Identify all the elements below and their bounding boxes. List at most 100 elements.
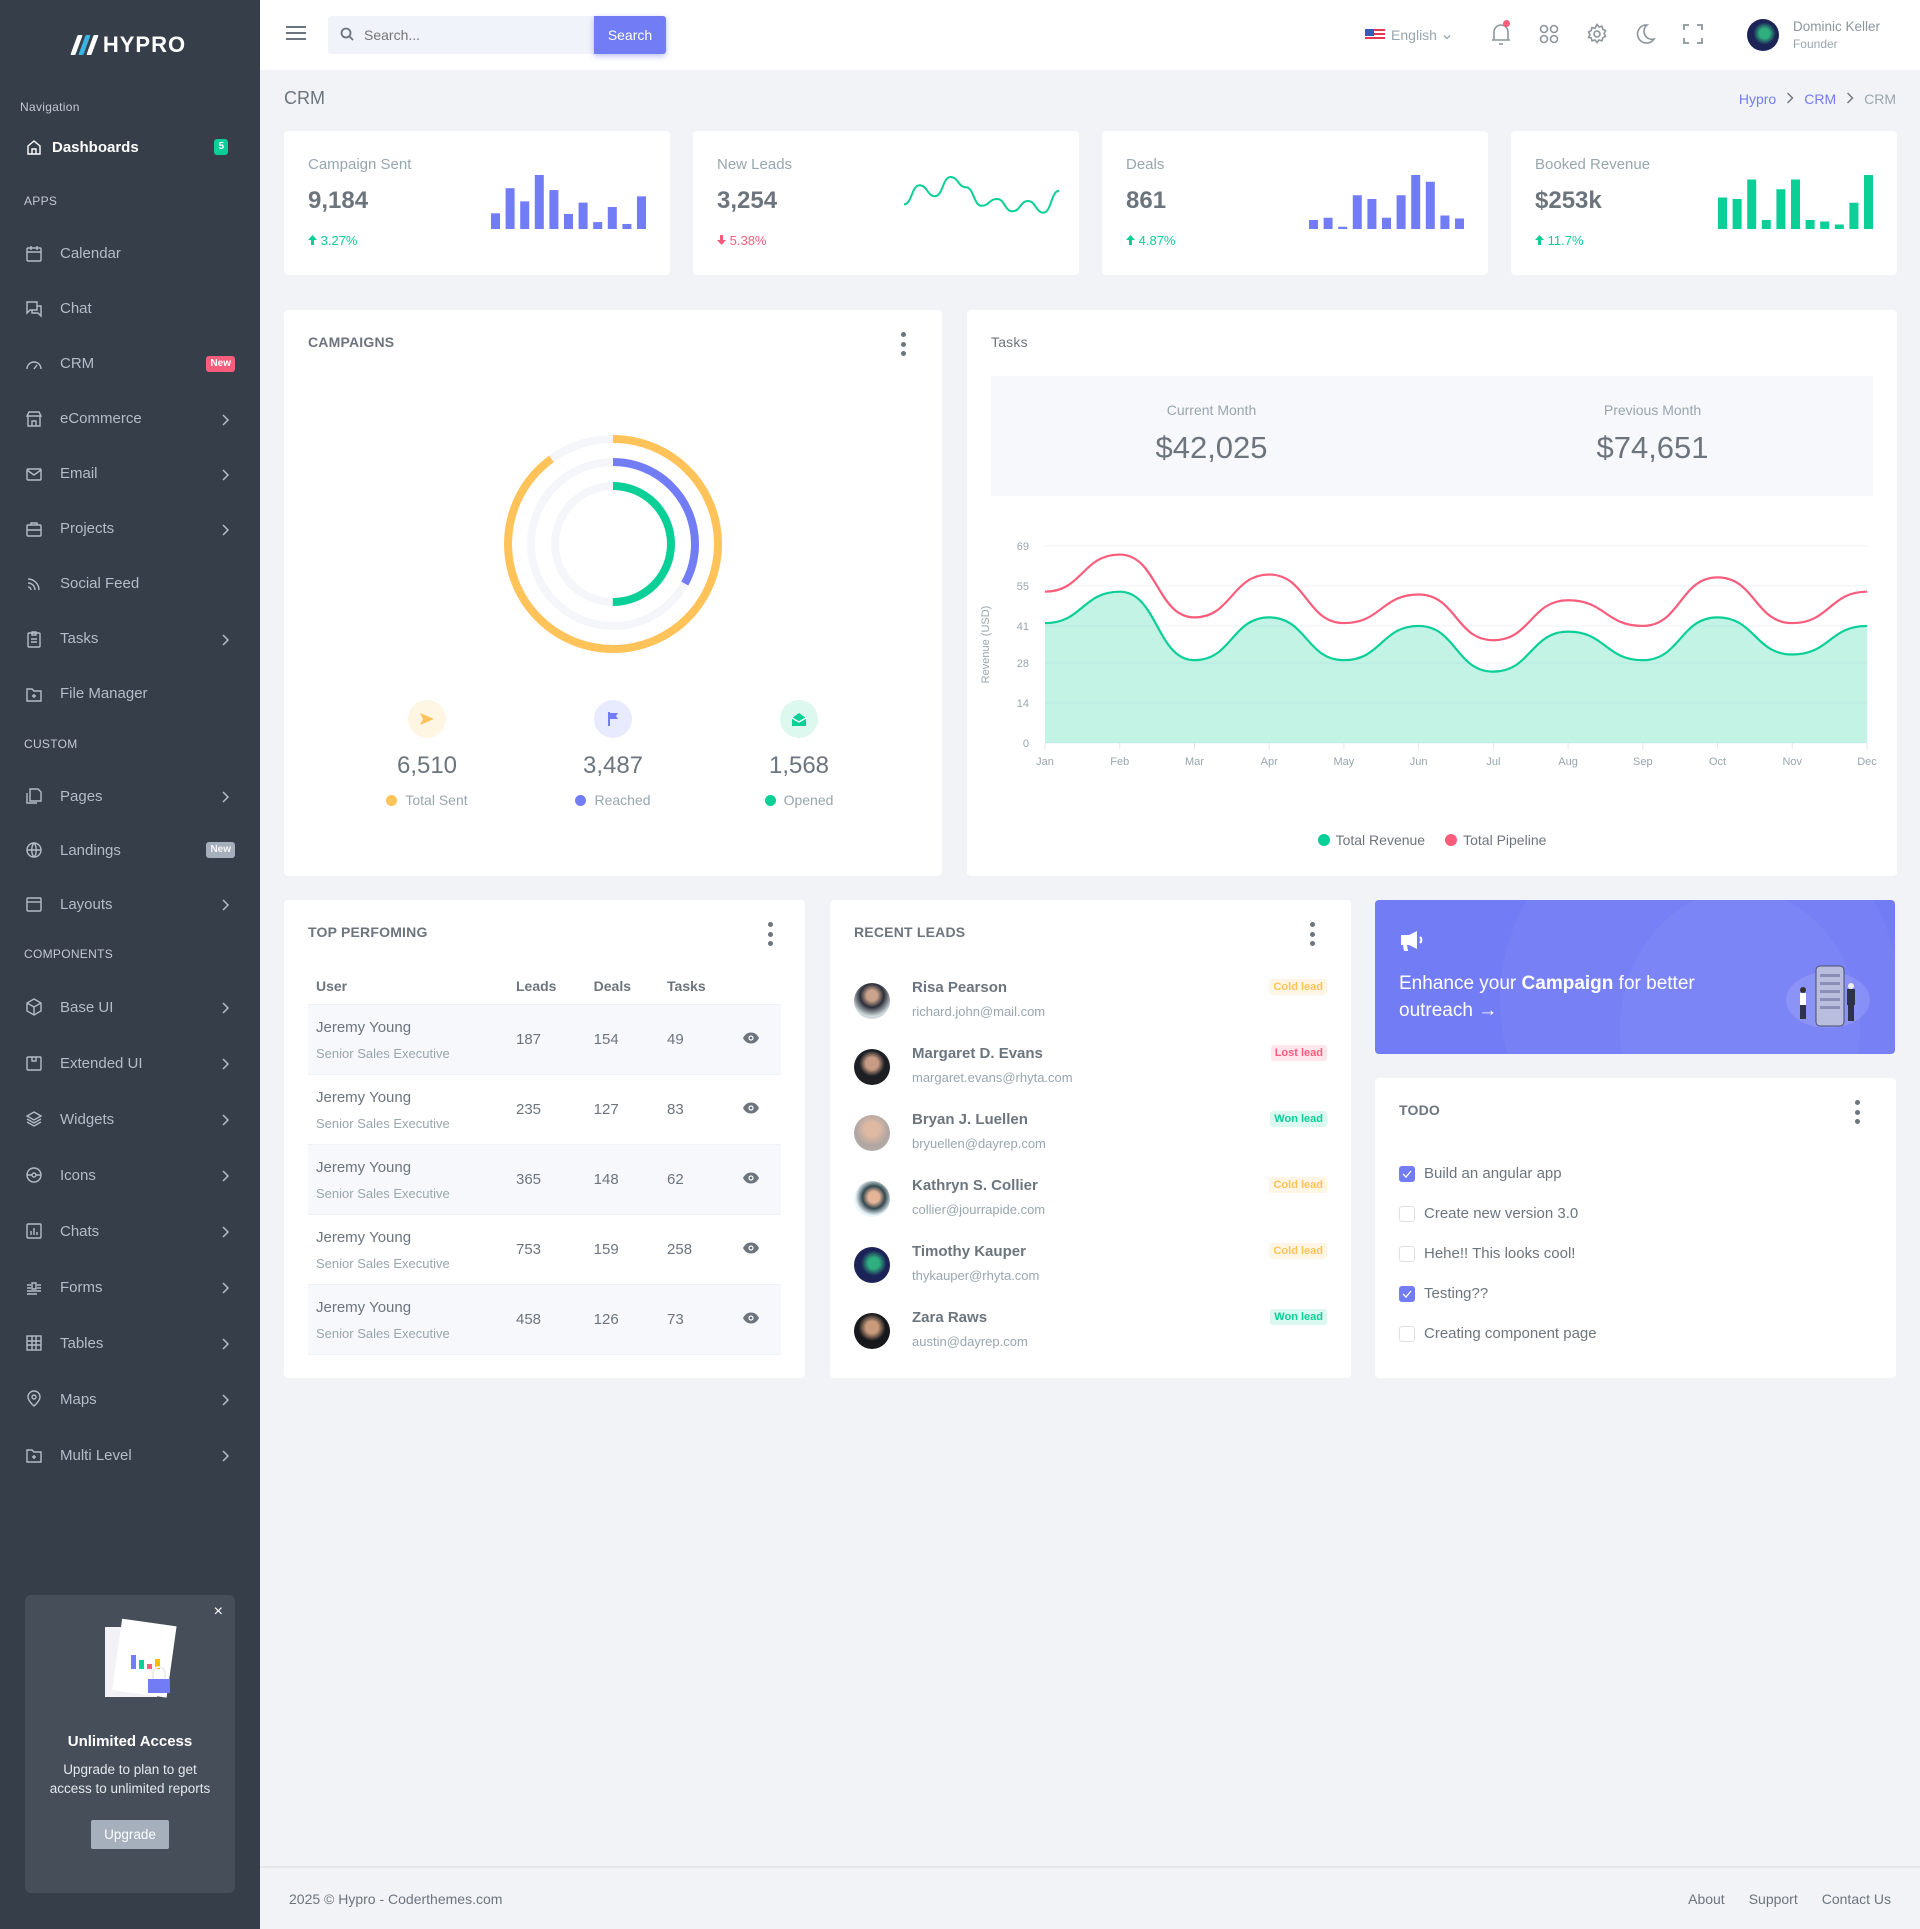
stat-change: 4.87% xyxy=(1126,233,1176,248)
fullscreen-icon xyxy=(1683,23,1703,47)
todo-item[interactable]: Build an angular app xyxy=(1399,1165,1562,1182)
more-options-icon[interactable] xyxy=(1309,922,1315,946)
sidebar-item-label: Maps xyxy=(60,1390,97,1408)
todo-label: Build an angular app xyxy=(1424,1165,1562,1182)
todo-checkbox[interactable] xyxy=(1399,1205,1415,1222)
todo-checkbox[interactable] xyxy=(1399,1325,1415,1342)
campaign-promo-banner[interactable]: Enhance your Campaign for better outreac… xyxy=(1375,900,1895,1054)
sidebar-section-title: APPS xyxy=(24,194,58,208)
search-box: Search xyxy=(328,16,666,54)
more-options-icon[interactable] xyxy=(1854,1100,1860,1124)
todo-checkbox[interactable] xyxy=(1399,1245,1415,1262)
lead-item[interactable]: Bryan J. Luellen bryuellen@dayrep.com Won … xyxy=(854,1111,1327,1161)
lead-item[interactable]: Kathryn S. Collier collier@jourrapide.com… xyxy=(854,1177,1327,1227)
close-icon[interactable]: × xyxy=(213,1603,223,1620)
sidebar-item-dashboards[interactable]: Dashboards 5 xyxy=(0,122,260,172)
search-input[interactable] xyxy=(364,27,648,43)
more-options-icon[interactable] xyxy=(900,332,906,356)
stat-value: $253k xyxy=(1535,187,1602,214)
lead-item[interactable]: Zara Raws austin@dayrep.com Won lead xyxy=(854,1309,1327,1359)
chevron-right-icon xyxy=(220,1002,230,1014)
sidebar-item-calendar[interactable]: Calendar xyxy=(0,226,260,281)
todo-checkbox[interactable] xyxy=(1399,1165,1415,1182)
sidebar-item-ecommerce[interactable]: eCommerce xyxy=(0,391,260,446)
sidebar-item-chats[interactable]: Chats xyxy=(0,1203,260,1259)
count-badge: 5 xyxy=(214,139,228,155)
view-action[interactable] xyxy=(734,1144,781,1215)
lead-status-badge: Cold lead xyxy=(1269,1177,1327,1193)
sidebar-item-chat[interactable]: Chat xyxy=(0,281,260,336)
reports-illustration-icon xyxy=(105,1618,177,1698)
breadcrumb-crm[interactable]: CRM xyxy=(1804,91,1837,107)
sidebar-item-label: Pages xyxy=(60,787,103,805)
user-name: Dominic Keller xyxy=(1792,18,1880,34)
sidebar-item-label: File Manager xyxy=(60,685,148,702)
sidebar-item-tables[interactable]: Tables xyxy=(0,1315,260,1371)
sidebar-item-file-manager[interactable]: File Manager xyxy=(0,666,260,721)
search-button[interactable]: Search xyxy=(594,16,666,54)
view-action[interactable] xyxy=(734,1074,781,1145)
sidebar-item-maps[interactable]: Maps xyxy=(0,1371,260,1427)
view-action[interactable] xyxy=(734,1214,781,1285)
sidebar-item-forms[interactable]: Forms xyxy=(0,1259,260,1315)
sidebar-item-extended-ui[interactable]: Extended UI xyxy=(0,1035,260,1091)
brand-logo[interactable]: HYPRO xyxy=(0,0,260,90)
todo-item[interactable]: Creating component page xyxy=(1399,1325,1597,1342)
sidebar-item-widgets[interactable]: Widgets xyxy=(0,1091,260,1147)
chevron-right-icon xyxy=(220,1338,230,1350)
sidebar-item-pages[interactable]: Pages xyxy=(0,769,260,823)
upgrade-button[interactable]: Upgrade xyxy=(91,1820,169,1849)
legend-item-total-revenue[interactable]: Total Revenue xyxy=(1317,832,1425,848)
lead-item[interactable]: Timothy Kauper thykauper@rhyta.com Cold le… xyxy=(854,1243,1327,1293)
top-performing-table: User Leads Deals Tasks Jeremy Young Senio… xyxy=(308,970,781,1355)
megaphone-icon xyxy=(1399,930,1425,955)
sidebar-item-crm[interactable]: CRM New xyxy=(0,336,260,391)
table-row: Jeremy Young Senior Sales Executive 365 148… xyxy=(308,1144,781,1215)
eye-icon[interactable] xyxy=(742,1101,760,1118)
breadcrumb-hypro[interactable]: Hypro xyxy=(1738,91,1777,107)
sidebar-item-social-feed[interactable]: Social Feed xyxy=(0,556,260,611)
footer-link-contact[interactable]: Contact Us xyxy=(1821,1890,1891,1907)
user-menu[interactable]: Dominic Keller Founder xyxy=(1746,18,1880,52)
apps-button[interactable] xyxy=(1525,0,1573,70)
eye-icon[interactable] xyxy=(742,1311,760,1328)
todo-item[interactable]: Hehe!! This looks cool! xyxy=(1399,1245,1575,1262)
fullscreen-button[interactable] xyxy=(1669,0,1717,70)
legend-item-total-pipeline[interactable]: Total Pipeline xyxy=(1445,832,1546,848)
sidebar-item-tasks[interactable]: Tasks xyxy=(0,611,260,666)
eye-icon[interactable] xyxy=(742,1241,760,1258)
lead-item[interactable]: Risa Pearson richard.john@mail.com Cold le… xyxy=(854,979,1327,1029)
notification-dot xyxy=(1502,20,1510,27)
view-action[interactable] xyxy=(734,1004,781,1075)
arrow-up-icon xyxy=(1126,233,1135,248)
settings-button[interactable] xyxy=(1573,0,1621,70)
sidebar-item-projects[interactable]: Projects xyxy=(0,501,260,556)
svg-text:May: May xyxy=(1334,756,1355,768)
sidebar-item-icons[interactable]: Icons xyxy=(0,1147,260,1203)
menu-toggle-icon[interactable] xyxy=(286,26,306,42)
tasks-cell: 258 xyxy=(659,1214,735,1285)
sidebar-item-landings[interactable]: Landings New xyxy=(0,823,260,877)
chevron-right-icon xyxy=(220,1394,230,1406)
todo-item[interactable]: Testing?? xyxy=(1399,1285,1488,1302)
sidebar-item-email[interactable]: Email xyxy=(0,446,260,501)
eye-icon[interactable] xyxy=(742,1031,760,1048)
stat-card-deals: Deals 861 4.87% xyxy=(1102,131,1488,275)
theme-toggle-button[interactable] xyxy=(1621,0,1669,70)
todo-checkbox[interactable] xyxy=(1399,1285,1415,1302)
more-options-icon[interactable] xyxy=(767,922,773,946)
notifications-button[interactable] xyxy=(1477,0,1525,70)
view-action[interactable] xyxy=(734,1284,781,1355)
sidebar-item-base-ui[interactable]: Base UI xyxy=(0,979,260,1035)
sidebar-item-multi-level[interactable]: Multi Level xyxy=(0,1427,260,1483)
bar-chart-icon xyxy=(25,1222,43,1240)
lead-name: Timothy Kauper xyxy=(912,1243,1026,1260)
sidebar-item-layouts[interactable]: Layouts xyxy=(0,877,260,931)
footer-link-about[interactable]: About xyxy=(1688,1890,1725,1907)
lead-item[interactable]: Margaret D. Evans margaret.evans@rhyta.co… xyxy=(854,1045,1327,1095)
footer-link-support[interactable]: Support xyxy=(1748,1890,1798,1907)
todo-item[interactable]: Create new version 3.0 xyxy=(1399,1205,1578,1222)
svg-text:Jan: Jan xyxy=(1036,756,1054,768)
language-dropdown[interactable]: English xyxy=(1365,27,1451,43)
eye-icon[interactable] xyxy=(742,1171,760,1188)
